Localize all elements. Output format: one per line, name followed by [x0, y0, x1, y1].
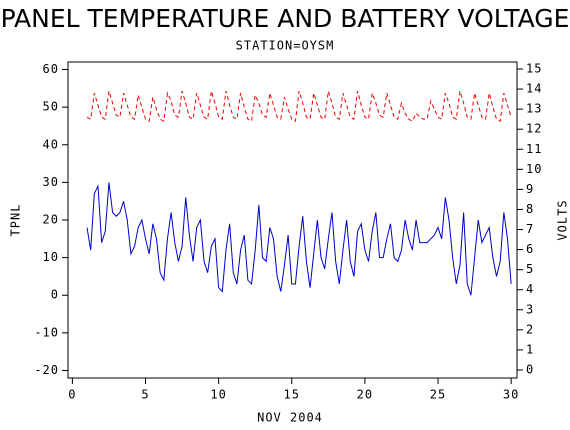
- x-tick-label: 25: [430, 388, 446, 402]
- x-tick-label: 0: [68, 388, 76, 402]
- x-tick-label: 5: [141, 388, 149, 402]
- y-tick-label: 50: [43, 100, 59, 114]
- x-tick-label: 10: [210, 388, 226, 402]
- y-tick-label: 60: [43, 62, 59, 76]
- series-line: [86, 182, 512, 296]
- y-tick-label: -20: [34, 363, 59, 377]
- y2-tick-label: 15: [526, 62, 542, 76]
- y2-tick-label: 1: [526, 342, 534, 356]
- series-line: [86, 90, 512, 122]
- x-tick-label: 15: [284, 388, 300, 402]
- y2-tick-label: 7: [526, 222, 534, 236]
- plot-frame: [67, 61, 518, 379]
- y2-tick-label: 3: [526, 302, 534, 316]
- y-axis-label: TPNL: [9, 204, 23, 237]
- y2-tick-label: 4: [526, 282, 534, 296]
- chart-title: PANEL TEMPERATURE AND BATTERY VOLTAGE: [1, 4, 570, 33]
- y2-tick-label: 12: [526, 122, 542, 136]
- y-tick-label: 40: [43, 137, 59, 151]
- y2-tick-label: 2: [526, 322, 534, 336]
- y2-tick-label: 5: [526, 262, 534, 276]
- y2-axis-label: VOLTS: [556, 199, 570, 240]
- y2-tick-label: 8: [526, 202, 534, 216]
- y2-tick-label: 14: [526, 82, 542, 96]
- y-tick-label: 10: [43, 250, 59, 264]
- y2-tick-label: 11: [526, 142, 542, 156]
- x-tick-label: 30: [503, 388, 519, 402]
- y-tick-label: 30: [43, 175, 59, 189]
- chart-subtitle: STATION=OYSM: [236, 39, 335, 53]
- y-tick-label: -10: [34, 325, 59, 339]
- y2-tick-label: 6: [526, 242, 534, 256]
- x-axis-label: NOV 2004: [257, 411, 323, 425]
- y-tick-label: 0: [51, 288, 59, 302]
- y2-tick-label: 13: [526, 102, 542, 116]
- y2-tick-label: 10: [526, 162, 542, 176]
- y-tick-label: 20: [43, 213, 59, 227]
- y2-tick-label: 0: [526, 362, 534, 376]
- x-tick-label: 20: [357, 388, 373, 402]
- y2-tick-label: 9: [526, 182, 534, 196]
